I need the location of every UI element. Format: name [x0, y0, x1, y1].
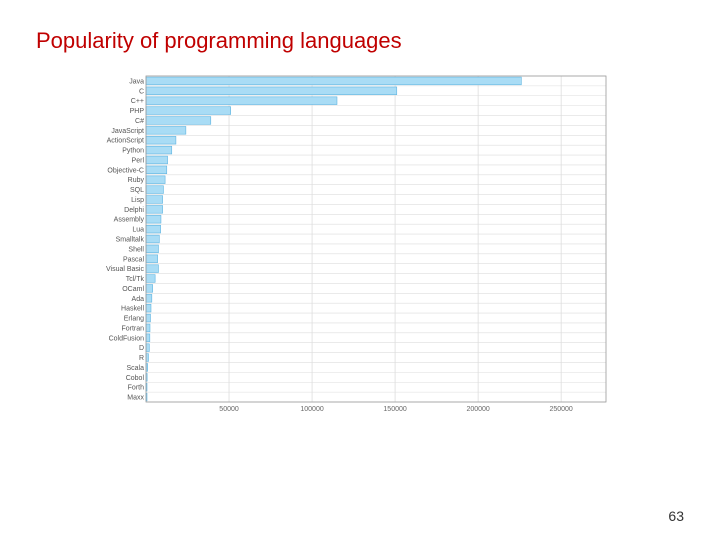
category-label: Perl — [132, 157, 145, 164]
category-label: C++ — [131, 98, 144, 105]
bars — [145, 76, 522, 402]
bar — [145, 195, 163, 204]
x-tick-label: 250000 — [549, 406, 572, 413]
bar — [145, 215, 162, 224]
bar — [145, 234, 160, 244]
x-tick-label: 100000 — [300, 406, 323, 413]
category-label: Assembly — [114, 217, 145, 224]
category-label: Shell — [128, 246, 144, 253]
category-label: R — [139, 355, 144, 362]
category-label: Lua — [132, 227, 144, 234]
category-label: PHP — [130, 108, 145, 115]
category-label: Smalltalk — [116, 237, 145, 244]
bar — [145, 254, 158, 263]
bar — [145, 96, 338, 105]
bar — [145, 116, 212, 125]
slide-title: Popularity of programming languages — [36, 28, 402, 53]
category-label: C — [139, 88, 144, 95]
bar — [145, 244, 159, 254]
bar — [145, 333, 151, 342]
bar — [145, 165, 168, 175]
category-label: Ruby — [128, 177, 145, 184]
bar — [145, 294, 153, 303]
bar — [145, 284, 153, 293]
category-label: OCaml — [122, 286, 144, 293]
category-label: ColdFusion — [109, 335, 145, 342]
category-label: Erlang — [124, 316, 144, 323]
bar — [145, 205, 163, 214]
gridlines — [146, 75, 606, 403]
bar — [145, 155, 168, 165]
bar — [145, 303, 152, 313]
category-label: C# — [135, 118, 144, 125]
x-tick-label: 50000 — [219, 406, 239, 413]
x-tick-label: 150000 — [383, 406, 406, 413]
category-label: SQL — [130, 187, 144, 194]
bar — [145, 175, 166, 184]
category-label: Python — [122, 148, 144, 155]
bar — [145, 185, 164, 194]
bar — [145, 126, 187, 135]
category-label: Objective-C — [107, 167, 144, 174]
page-number: 63 — [668, 508, 684, 524]
bar — [145, 274, 156, 283]
category-label: Forth — [128, 385, 144, 392]
category-label: Cobol — [126, 375, 145, 382]
bar — [145, 224, 161, 234]
category-label: Java — [129, 78, 144, 85]
category-label: Delphi — [124, 207, 144, 214]
category-label: Scala — [126, 365, 144, 372]
category-label: Tcl/Tk — [126, 276, 145, 283]
bar — [145, 264, 159, 273]
category-label: D — [139, 345, 144, 352]
bar — [145, 106, 231, 115]
bar — [145, 323, 151, 333]
category-label: JavaScript — [111, 128, 144, 135]
bar — [145, 136, 177, 145]
bar — [145, 76, 522, 86]
plot-frame — [145, 75, 607, 403]
bar — [145, 343, 150, 352]
category-label: ActionScript — [107, 138, 144, 145]
category-labels: Java C C++ PHP C# JavaScript ActionScript Pytho… — [106, 78, 145, 401]
category-label: Maxx — [127, 395, 144, 402]
x-tick-labels: 50000 100000 150000 200000 250000 — [219, 406, 573, 413]
category-label: Ada — [132, 296, 145, 303]
category-label: Lisp — [131, 197, 144, 204]
bar — [145, 86, 398, 95]
category-label: Fortran — [121, 325, 144, 332]
bar — [145, 145, 173, 155]
category-label: Visual Basic — [106, 266, 145, 273]
bar — [145, 313, 151, 323]
category-label: Pascal — [123, 256, 144, 263]
category-label: Haskell — [121, 306, 144, 313]
x-tick-label: 200000 — [466, 406, 489, 413]
